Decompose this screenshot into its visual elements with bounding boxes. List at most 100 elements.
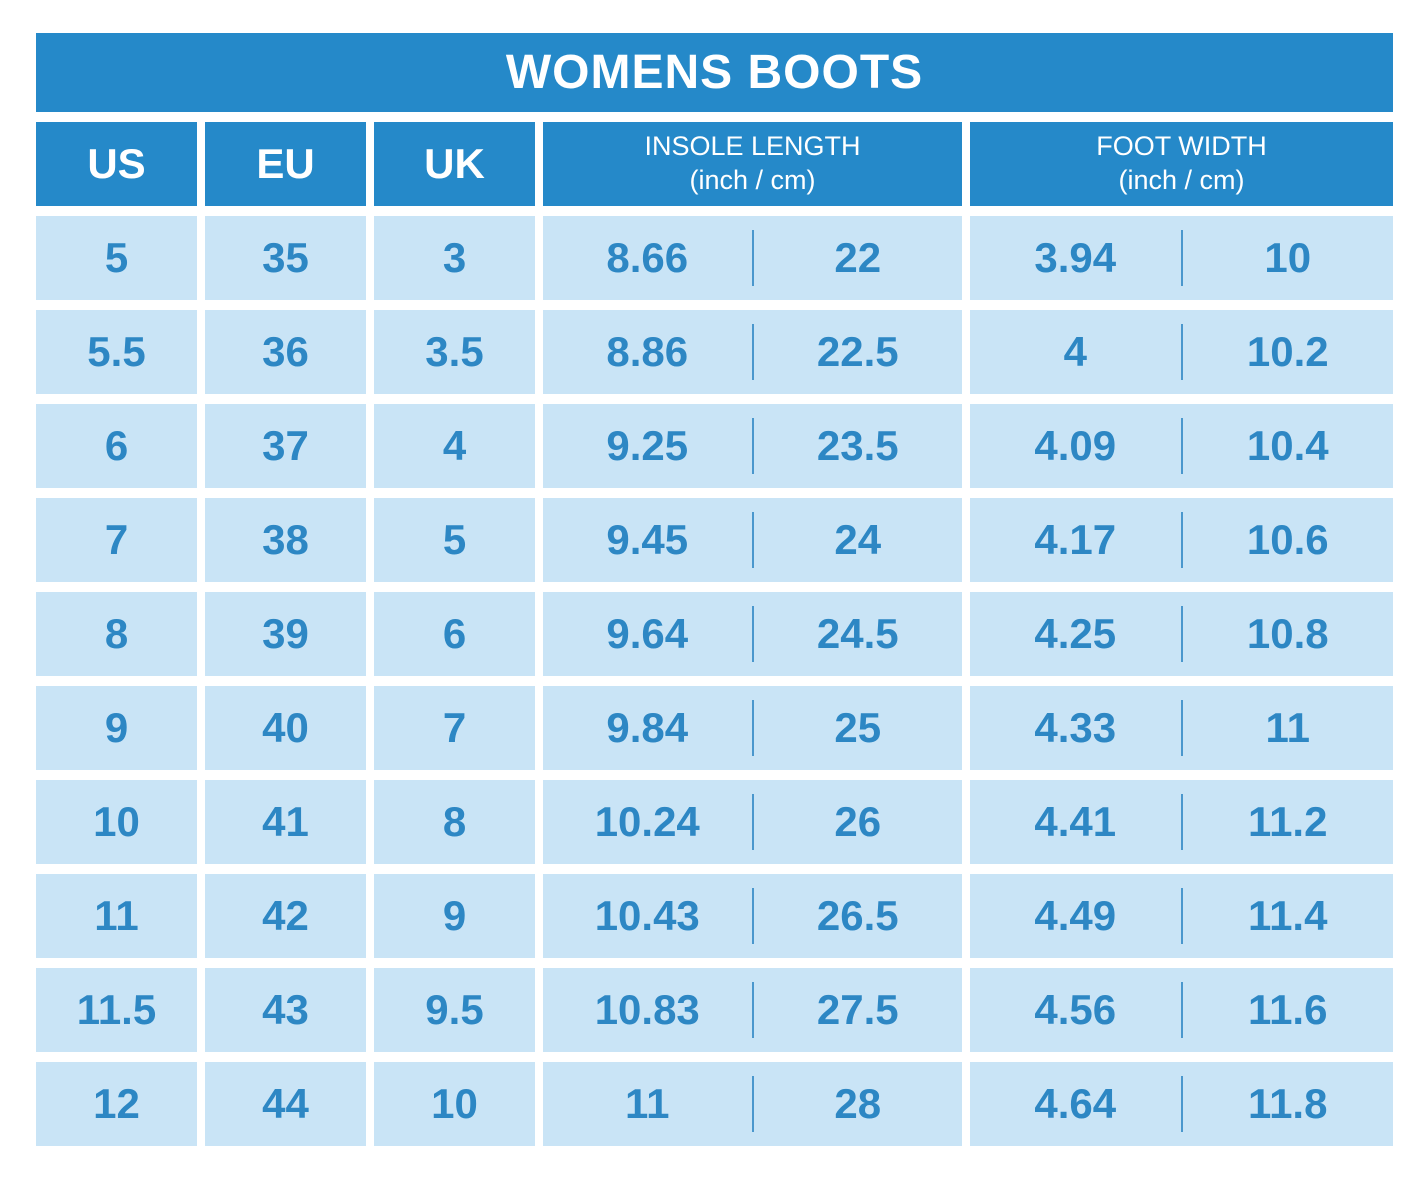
cell-us-size: 5.5: [36, 310, 197, 394]
cell-insole-inch: 10.43: [594, 892, 700, 939]
table-row: 11 42 9 10.43 26.5 4.49 11.4: [36, 874, 1393, 958]
cell-divider-line: [751, 230, 754, 286]
cell-width-inch: 4.56: [1034, 986, 1117, 1033]
cell-insole-length: 11 28: [543, 1062, 962, 1146]
cell-insole-length: 9.25 23.5: [543, 404, 962, 488]
table-row: 9 40 7 9.84 25 4.33 11: [36, 686, 1393, 770]
cell-us-size: 10: [36, 780, 197, 864]
cell-width-inch: 4: [1063, 328, 1087, 375]
cell-insole-inch: 8.66: [606, 234, 689, 281]
cell-uk-size: 3: [374, 216, 535, 300]
column-header-row: US EU UK INSOLE LENGTH (inch / cm) FOOT …: [36, 122, 1393, 206]
cell-divider-line: [1180, 1076, 1183, 1132]
cell-foot-width: 3.94 10: [970, 216, 1393, 300]
cell-eu-size: 43: [205, 968, 366, 1052]
table-row: 5 35 3 8.66 22 3.94 10: [36, 216, 1393, 300]
cell-width-inch: 4.41: [1034, 798, 1117, 845]
cell-insole-length: 8.66 22: [543, 216, 962, 300]
cell-eu-size: 41: [205, 780, 366, 864]
cell-insole-cm: 24.5: [816, 610, 899, 657]
cell-insole-inch: 10.83: [594, 986, 700, 1033]
cell-width-inch: 4.25: [1034, 610, 1117, 657]
cell-eu-size: 44: [205, 1062, 366, 1146]
cell-eu-size: 37: [205, 404, 366, 488]
column-header-foot-width: FOOT WIDTH (inch / cm): [970, 122, 1393, 206]
table-body: 5 35 3 8.66 22 3.94 10 5.5 36 3.5 8.86 2…: [36, 216, 1393, 1146]
cell-foot-width: 4.41 11.2: [970, 780, 1393, 864]
cell-eu-size: 35: [205, 216, 366, 300]
cell-foot-width: 4.25 10.8: [970, 592, 1393, 676]
cell-foot-width: 4.33 11: [970, 686, 1393, 770]
cell-divider-line: [1180, 324, 1183, 380]
cell-divider-line: [751, 512, 754, 568]
cell-divider-line: [1180, 888, 1183, 944]
cell-us-size: 7: [36, 498, 197, 582]
cell-width-cm: 11.6: [1248, 986, 1328, 1033]
cell-foot-width: 4 10.2: [970, 310, 1393, 394]
cell-insole-cm: 22.5: [816, 328, 899, 375]
cell-divider-line: [1180, 700, 1183, 756]
cell-us-size: 5: [36, 216, 197, 300]
cell-foot-width: 4.49 11.4: [970, 874, 1393, 958]
cell-us-size: 9: [36, 686, 197, 770]
cell-insole-inch: 9.64: [606, 610, 689, 657]
cell-insole-length: 9.84 25: [543, 686, 962, 770]
cell-width-cm: 11.4: [1248, 892, 1328, 939]
cell-uk-size: 10: [374, 1062, 535, 1146]
cell-insole-inch: 8.86: [606, 328, 689, 375]
cell-us-size: 6: [36, 404, 197, 488]
cell-foot-width: 4.17 10.6: [970, 498, 1393, 582]
table-row: 8 39 6 9.64 24.5 4.25 10.8: [36, 592, 1393, 676]
cell-insole-length: 8.86 22.5: [543, 310, 962, 394]
cell-divider-line: [1180, 606, 1183, 662]
cell-us-size: 11: [36, 874, 197, 958]
cell-insole-cm: 25: [834, 704, 882, 751]
cell-divider-line: [1180, 230, 1183, 286]
column-header-insole-length-units: (inch / cm): [689, 165, 816, 195]
cell-width-inch: 4.33: [1034, 704, 1117, 751]
column-header-foot-width-units: (inch / cm): [1118, 165, 1245, 195]
cell-insole-length: 10.83 27.5: [543, 968, 962, 1052]
cell-width-inch: 4.17: [1034, 516, 1117, 563]
cell-eu-size: 40: [205, 686, 366, 770]
column-header-uk: UK: [374, 122, 535, 206]
cell-divider-line: [1180, 418, 1183, 474]
cell-divider-line: [751, 418, 754, 474]
cell-uk-size: 6: [374, 592, 535, 676]
cell-divider-line: [1180, 982, 1183, 1038]
cell-insole-inch: 9.84: [606, 704, 689, 751]
cell-insole-inch: 9.25: [606, 422, 689, 469]
cell-uk-size: 3.5: [374, 310, 535, 394]
cell-insole-length: 9.45 24: [543, 498, 962, 582]
cell-width-cm: 11.8: [1248, 1080, 1328, 1127]
cell-eu-size: 36: [205, 310, 366, 394]
cell-divider-line: [751, 794, 754, 850]
cell-divider-line: [751, 700, 754, 756]
cell-insole-inch: 11: [625, 1080, 670, 1127]
cell-uk-size: 4: [374, 404, 535, 488]
cell-eu-size: 42: [205, 874, 366, 958]
cell-insole-cm: 27.5: [816, 986, 899, 1033]
cell-us-size: 11.5: [36, 968, 197, 1052]
chart-title: WOMENS BOOTS: [36, 33, 1393, 112]
cell-us-size: 8: [36, 592, 197, 676]
column-header-eu: EU: [205, 122, 366, 206]
table-row: 7 38 5 9.45 24 4.17 10.6: [36, 498, 1393, 582]
column-header-foot-width-label: FOOT WIDTH: [1096, 131, 1267, 162]
cell-insole-cm: 23.5: [816, 422, 899, 469]
table-row: 6 37 4 9.25 23.5 4.09 10.4: [36, 404, 1393, 488]
cell-divider-line: [751, 982, 754, 1038]
cell-eu-size: 38: [205, 498, 366, 582]
cell-uk-size: 7: [374, 686, 535, 770]
cell-insole-length: 9.64 24.5: [543, 592, 962, 676]
cell-uk-size: 9: [374, 874, 535, 958]
cell-uk-size: 9.5: [374, 968, 535, 1052]
cell-divider-line: [1180, 512, 1183, 568]
cell-eu-size: 39: [205, 592, 366, 676]
cell-insole-cm: 24: [834, 516, 882, 563]
cell-width-inch: 4.09: [1034, 422, 1117, 469]
cell-width-cm: 10.2: [1246, 328, 1329, 375]
cell-divider-line: [751, 888, 754, 944]
cell-divider-line: [751, 324, 754, 380]
size-chart: WOMENS BOOTS US EU UK INSOLE LENGTH (inc…: [36, 33, 1393, 1146]
